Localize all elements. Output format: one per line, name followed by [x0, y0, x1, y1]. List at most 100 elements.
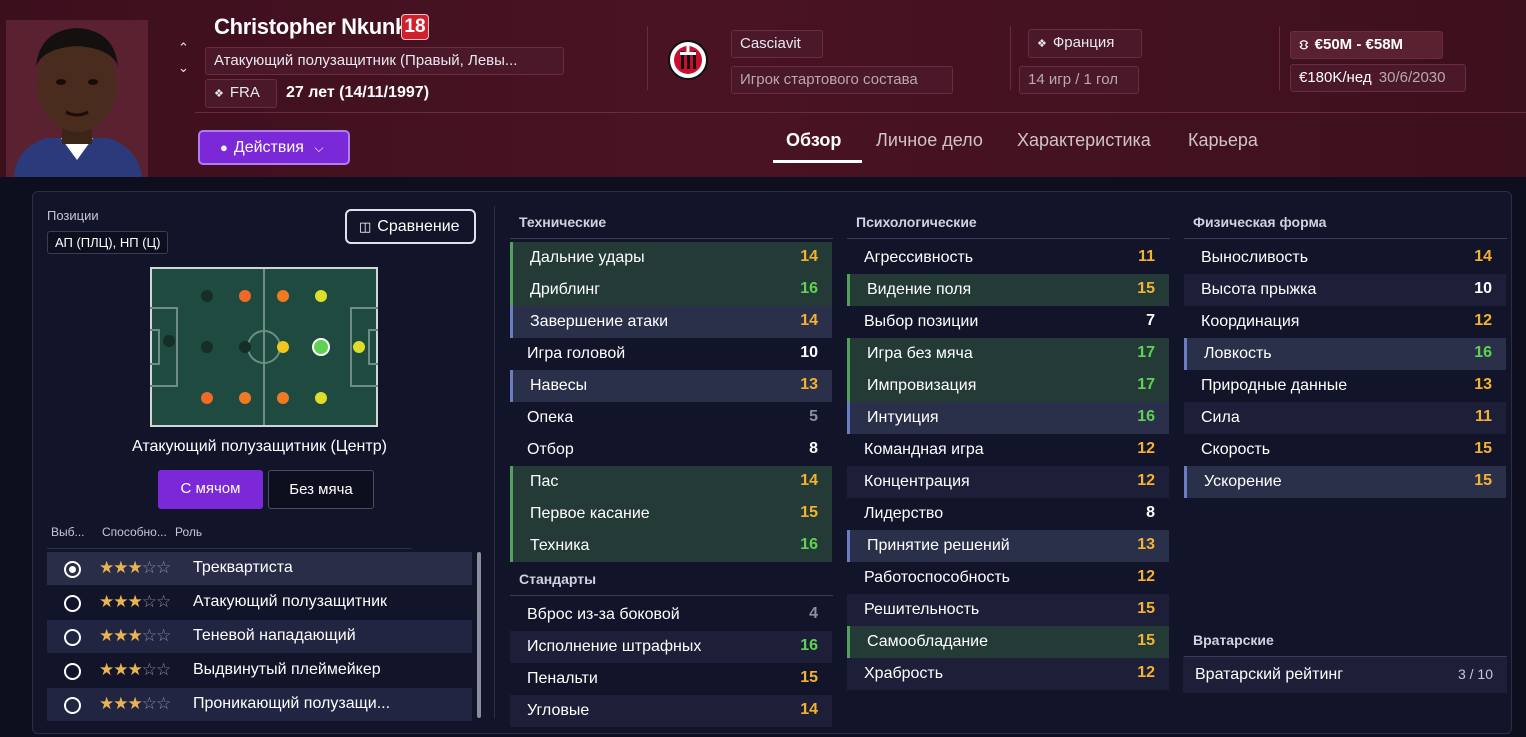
role-row[interactable]: ★★★☆☆ Теневой нападающий: [47, 620, 472, 653]
attribute-name: Угловые: [527, 702, 590, 719]
attribute-value: 8: [809, 440, 818, 457]
attribute-value: 15: [800, 504, 818, 521]
role-radio[interactable]: [64, 595, 81, 612]
attribute-name: Завершение атаки: [530, 313, 669, 330]
flag-icon: ❖: [214, 88, 224, 100]
attribute-row[interactable]: Природные данные 13: [1184, 370, 1506, 402]
attribute-row[interactable]: Храбрость 12: [847, 658, 1169, 690]
star-icon: ☆: [141, 592, 157, 611]
tab-overview[interactable]: Обзор: [786, 130, 842, 150]
attribute-row[interactable]: Координация 12: [1184, 306, 1506, 338]
attribute-name: Выносливость: [1201, 249, 1309, 266]
star-icon: ☆: [141, 626, 157, 645]
attribute-row[interactable]: Дальние удары 14: [510, 242, 832, 274]
attribute-row[interactable]: Игра без мяча 17: [847, 338, 1169, 370]
season-apps: 14 игр / 1 гол: [1019, 66, 1139, 94]
attribute-row[interactable]: Интуиция 16: [847, 402, 1169, 434]
player-photo: [6, 20, 148, 177]
compare-button[interactable]: ◫ Сравнение: [345, 209, 476, 244]
attribute-name: Исполнение штрафных: [527, 638, 702, 655]
attribute-row[interactable]: Угловые 14: [510, 695, 832, 727]
compare-label: Сравнение: [377, 218, 460, 235]
role-row[interactable]: ★★★☆☆ Атакующий полузащитник: [47, 586, 472, 619]
attribute-row[interactable]: Первое касание 15: [510, 498, 832, 530]
league-country[interactable]: ❖ Франция: [1028, 29, 1142, 58]
attribute-name: Отбор: [527, 441, 574, 458]
attribute-row[interactable]: Ускорение 15: [1184, 466, 1506, 498]
attribute-value: 4: [809, 605, 818, 622]
attribute-row[interactable]: Агрессивность 11: [847, 242, 1169, 274]
compare-icon: ◫: [359, 219, 372, 234]
tab-career[interactable]: Карьера: [1188, 130, 1258, 150]
role-radio[interactable]: [64, 697, 81, 714]
star-icon: ★: [113, 558, 128, 577]
attribute-row[interactable]: Видение поля 15: [847, 274, 1169, 306]
attribute-row[interactable]: Ловкость 16: [1184, 338, 1506, 370]
role-row[interactable]: ★★★☆☆ Треквартиста: [47, 552, 472, 585]
attribute-name: Выбор позиции: [864, 313, 979, 330]
actions-button[interactable]: ● Действия ⌵: [198, 130, 350, 165]
pitch-position-dot: [201, 341, 213, 353]
star-rating: ★★★☆☆: [99, 558, 171, 578]
attribute-value: 14: [1474, 248, 1492, 265]
selected-role-position: Атакующий полузащитник (Центр): [132, 438, 387, 455]
attribute-row[interactable]: Навесы 13: [510, 370, 832, 402]
with-ball-toggle[interactable]: С мячом: [158, 470, 263, 509]
attribute-name: Импровизация: [867, 377, 977, 394]
attribute-row[interactable]: Самообладание 15: [847, 626, 1169, 658]
attribute-row[interactable]: Решительность 15: [847, 594, 1169, 626]
mental-title: Психологические: [856, 214, 977, 230]
attribute-row[interactable]: Дриблинг 16: [510, 274, 832, 306]
roles-scrollbar[interactable]: [477, 552, 481, 718]
attribute-row[interactable]: Сила 11: [1184, 402, 1506, 434]
attribute-row[interactable]: Импровизация 17: [847, 370, 1169, 402]
column-header-role[interactable]: Роль: [175, 525, 203, 539]
attribute-row[interactable]: Пас 14: [510, 466, 832, 498]
role-radio[interactable]: [64, 629, 81, 646]
attribute-row[interactable]: Лидерство 8: [847, 498, 1169, 530]
attribute-name: Опека: [527, 409, 574, 426]
attribute-row[interactable]: Исполнение штрафных 16: [510, 631, 832, 663]
attribute-name: Агрессивность: [864, 249, 974, 266]
player-name: Christopher Nkunku: [214, 14, 421, 39]
prev-player-icon[interactable]: ⌃: [178, 40, 189, 55]
next-player-icon[interactable]: ⌄: [178, 60, 189, 75]
attribute-value: 12: [1137, 664, 1155, 681]
attribute-row[interactable]: Выбор позиции 7: [847, 306, 1169, 338]
attribute-row[interactable]: Высота прыжка 10: [1184, 274, 1506, 306]
role-row[interactable]: ★★★☆☆ Выдвинутый плеймейкер: [47, 654, 472, 687]
attribute-row[interactable]: Пенальти 15: [510, 663, 832, 695]
attribute-row[interactable]: Игра головой 10: [510, 338, 832, 370]
attribute-row[interactable]: Принятие решений 13: [847, 530, 1169, 562]
column-header-ability[interactable]: Способно...: [102, 525, 167, 539]
attribute-row[interactable]: Командная игра 12: [847, 434, 1169, 466]
star-icon: ☆: [156, 660, 171, 679]
attribute-row[interactable]: Скорость 15: [1184, 434, 1506, 466]
attribute-row[interactable]: Техника 16: [510, 530, 832, 562]
transfer-value[interactable]: ⛻ €50M - €58M: [1290, 31, 1443, 59]
pitch-position-dot: [277, 341, 289, 353]
role-radio[interactable]: [64, 663, 81, 680]
flag-icon: ❖: [1037, 38, 1047, 50]
attribute-row[interactable]: Завершение атаки 14: [510, 306, 832, 338]
attribute-value: 8: [1146, 504, 1155, 521]
tab-attributes[interactable]: Характеристика: [1017, 130, 1151, 150]
attribute-row[interactable]: Концентрация 12: [847, 466, 1169, 498]
attribute-row[interactable]: Опека 5: [510, 402, 832, 434]
attribute-name: Навесы: [530, 377, 588, 394]
pitch-position-dot: [277, 392, 289, 404]
tab-personal[interactable]: Личное дело: [876, 130, 983, 150]
attribute-row[interactable]: Вброс из-за боковой 4: [510, 599, 832, 631]
pitch-position-dot: [201, 290, 213, 302]
attribute-row[interactable]: Работоспособность 12: [847, 562, 1169, 594]
actions-label: Действия: [233, 139, 304, 156]
role-radio[interactable]: [64, 561, 81, 578]
attribute-row[interactable]: Выносливость 14: [1184, 242, 1506, 274]
attribute-value: 16: [800, 536, 818, 553]
column-header-select[interactable]: Выб...: [51, 525, 85, 539]
position-pitch[interactable]: [150, 267, 378, 427]
without-ball-toggle[interactable]: Без мяча: [268, 470, 374, 509]
role-row[interactable]: ★★★☆☆ Проникающий полузащи...: [47, 688, 472, 721]
club-crest[interactable]: [668, 34, 708, 86]
attribute-row[interactable]: Отбор 8: [510, 434, 832, 466]
